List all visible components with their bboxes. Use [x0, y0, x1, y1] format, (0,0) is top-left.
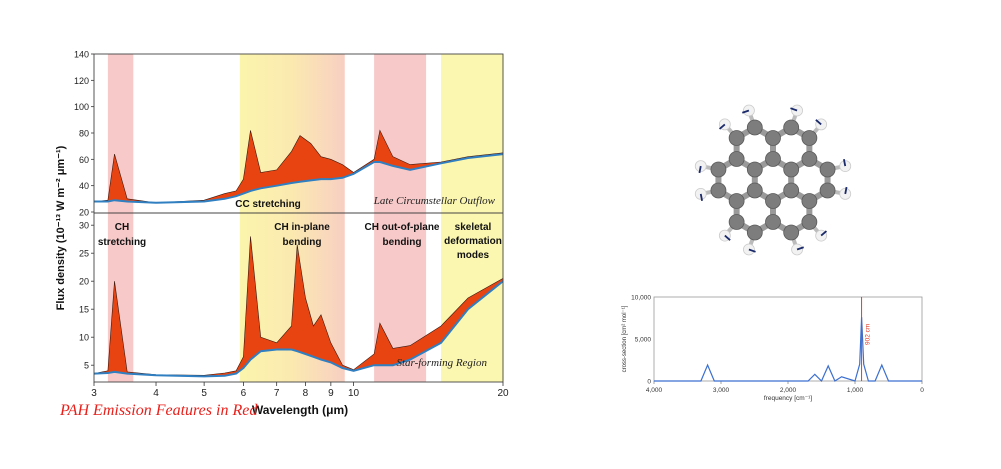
ir-spectrum-line [654, 317, 922, 383]
y-tick-label: 20 [79, 208, 89, 218]
pah-emission-chart: 20 40 60 80 100 120 140 5 10 15 20 25 30 3 4 5 6 7 8 9 10 2… [55, 50, 509, 418]
vibration-arrow [843, 159, 847, 167]
carbon-atom [801, 214, 818, 230]
vibration-arrow [844, 186, 848, 195]
ir-y-tick-label: 0 [647, 379, 651, 386]
carbon-atom [746, 119, 763, 136]
ir-marker-label: 902 cm [865, 324, 872, 345]
carbon-atom [710, 182, 727, 199]
x-tick-label: 9 [328, 388, 334, 399]
carbon-atom [710, 161, 727, 178]
band-label-skeletal: skeletal deformation modes [444, 222, 502, 261]
y-tick-label: 140 [74, 50, 89, 60]
x-tick-label: 3 [91, 388, 97, 399]
vibration-arrow [718, 123, 726, 130]
x-tick-label: 7 [274, 388, 280, 399]
carbon-atom [819, 182, 836, 199]
carbon-atom [746, 161, 763, 178]
ir-x-axis-label: frequency [cm⁻¹] [764, 395, 812, 402]
y-tick-label: 100 [74, 102, 89, 112]
y-tick-label: 80 [79, 129, 89, 139]
vibration-arrow [796, 246, 804, 251]
coronene-molecule [694, 104, 852, 256]
ir-y-tick-label: 10,000 [631, 295, 651, 302]
carbon-atom [783, 119, 800, 136]
vibration-arrow [742, 109, 750, 114]
ir-x-tick-label: 0 [920, 387, 924, 394]
y-tick-label: 10 [79, 333, 89, 343]
y-tick-label: 60 [79, 155, 89, 165]
carbon-atom [783, 182, 800, 199]
band-label-ch-in-plane: CH in-plane bending [274, 222, 330, 248]
carbon-atom [746, 182, 763, 199]
carbon-atom [765, 214, 781, 230]
y-axis-label: Flux density (10⁻¹³ W m⁻² μm⁻¹) [55, 145, 67, 310]
carbon-atom [728, 193, 745, 209]
carbon-atom [801, 130, 818, 146]
y-tick-label: 15 [79, 305, 89, 315]
carbon-atom [728, 151, 745, 167]
panel-top-title: Late Circumstellar Outflow [373, 195, 496, 207]
ir-x-tick-label: 3,000 [713, 387, 730, 394]
ir-y-tick-label: 5,000 [635, 337, 652, 344]
cc-stretching-label: CC stretching [235, 199, 301, 210]
x-tick-label: 20 [497, 388, 509, 399]
vibration-arrow [699, 193, 703, 201]
continuum-line [93, 280, 504, 378]
x-tick-label: 5 [201, 388, 207, 399]
band-label-ch-out-of-plane: CH out-of-plane bending [365, 222, 440, 248]
ir-y-axis-label: cross-section [cm² mol⁻¹] [622, 305, 628, 372]
vibration-arrow [724, 234, 731, 241]
x-tick-label: 8 [303, 388, 309, 399]
y-tick-label: 20 [79, 277, 89, 287]
carbon-atom [728, 130, 745, 146]
figure-caption: PAH Emission Features in Red [60, 402, 258, 419]
carbon-atom [746, 224, 763, 241]
band-label-ch-stretching: CH stretching [98, 222, 146, 248]
carbon-atom [728, 214, 745, 230]
plot-frame [93, 53, 504, 383]
y-tick-label: 40 [79, 181, 89, 191]
ir-x-tick-label: 1,000 [847, 387, 864, 394]
carbon-atom [819, 161, 836, 178]
carbon-atom [765, 193, 781, 209]
ir-x-tick-label: 4,000 [646, 387, 663, 394]
vibration-arrow [790, 107, 798, 112]
x-axis-label: Wavelength (μm) [252, 403, 348, 417]
vibration-arrow [698, 165, 702, 174]
carbon-atom [801, 151, 818, 167]
y-tick-label: 5 [84, 361, 89, 371]
y-tick-label: 25 [79, 249, 89, 259]
carbon-atom [765, 130, 781, 146]
continuum-line [94, 153, 504, 204]
y-tick-label: 30 [79, 221, 89, 231]
carbon-atom [783, 224, 800, 241]
x-tick-label: 4 [153, 388, 159, 399]
band-2 [374, 54, 427, 382]
x-tick-label: 6 [241, 388, 247, 399]
carbon-atom [765, 151, 781, 167]
ir-x-tick-label: 2,000 [780, 387, 797, 394]
ir-plot-frame [653, 296, 923, 382]
y-tick-label: 120 [74, 76, 89, 86]
vibration-arrow [815, 119, 822, 126]
carbon-atom [783, 161, 800, 178]
x-tick-label: 10 [348, 388, 360, 399]
carbon-atom [801, 193, 818, 209]
panel-bottom-title: Star-forming Region [396, 357, 487, 369]
vibration-arrow [820, 230, 828, 237]
vibration-arrow [748, 248, 756, 253]
